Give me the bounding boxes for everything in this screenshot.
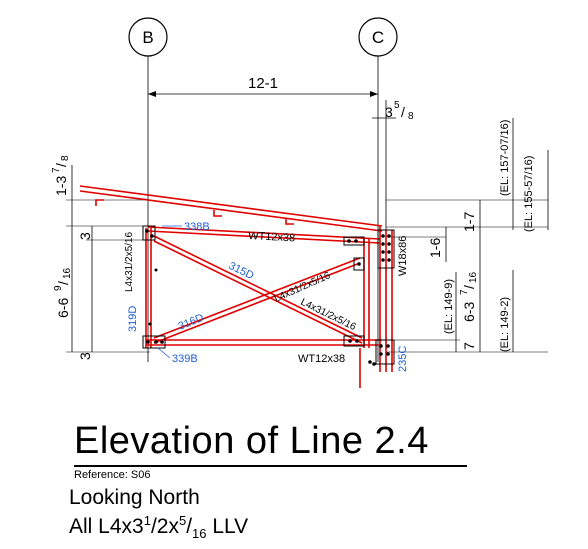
span-arrow-right [370, 91, 378, 97]
member-wt-top: WT12x38 [248, 230, 296, 244]
mark-319d: 319D [127, 306, 139, 332]
brace-2a [153, 257, 361, 339]
mark-235c: 235C [397, 346, 409, 372]
caption-all-prefix: All L4x3 [69, 515, 144, 538]
member-wt-bottom: WT12x38 [298, 353, 345, 365]
caption-all-mid: /2x [150, 515, 179, 538]
mark-339b: 339B [172, 353, 198, 365]
caption-all-suffix: LLV [206, 515, 249, 538]
left-small-dim: 3 [77, 232, 93, 240]
left-total-dim-slash: / [55, 281, 71, 285]
offset-dim-slash: / [401, 104, 405, 120]
top-bracket-1 [95, 199, 104, 206]
left-top-dim-whole: 1-3 [53, 176, 69, 196]
caption-reference: Reference: S06 [74, 469, 151, 481]
member-l-left: L4x31/2x5/16 [124, 232, 135, 292]
right-dim-4: 7 [461, 342, 477, 350]
offset-dim-whole: 3 [385, 104, 393, 120]
caption-title: Elevation of Line 2.4 [74, 420, 429, 462]
right-dim-3-den: 16 [468, 271, 479, 283]
top-sloped-beam-lower [79, 190, 383, 232]
right-dim-3-whole: 6-3 [461, 302, 477, 322]
elevation-label-1: (EL: 157-07/16) [499, 120, 511, 196]
left-bottom-dim: 3 [77, 352, 93, 360]
conn-br [343, 335, 365, 347]
left-top-dim-num: 7 [51, 167, 62, 173]
left-total-dim-num: 9 [53, 285, 64, 291]
brace-2b [153, 262, 361, 344]
brace-1a [153, 235, 363, 339]
top-chord [147, 226, 381, 240]
left-total-dim-den: 16 [62, 267, 73, 279]
left-total-dim-whole: 6-6 [55, 298, 71, 318]
right-dim-1: 1-7 [461, 212, 477, 232]
elevation-label-4: (EL: 149-2) [499, 297, 511, 352]
conn-bl [142, 335, 166, 349]
connections [142, 225, 395, 366]
top-sloped-beam-upper [79, 185, 383, 227]
mark-316d: 316D [177, 312, 206, 333]
right-dim-3-num: 7 [459, 289, 470, 295]
left-top-dim-den: 8 [60, 155, 71, 161]
conn-tl [142, 225, 156, 241]
caption-all-sub: 16 [192, 526, 207, 542]
top-bracket-2 [213, 210, 222, 217]
member-w18: W18x86 [397, 236, 409, 276]
span-arrow-left [148, 91, 156, 97]
conn-col-top [377, 229, 395, 269]
caption-all-sup2: 5 [178, 513, 187, 528]
leader-339b [157, 347, 171, 359]
conn-col-bot [375, 339, 395, 365]
grid-label-c: C [372, 28, 384, 47]
span-dim-text: 12-1 [248, 75, 278, 92]
right-dim-2: 1-6 [427, 238, 443, 258]
left-top-dim-slash: / [53, 163, 69, 167]
top-bracket-3 [285, 218, 294, 225]
brace-1b [153, 240, 363, 344]
conn-tr [343, 236, 365, 246]
steel-framing [79, 185, 393, 388]
top-chord-b [147, 230, 381, 244]
caption-looking: Looking North [69, 486, 200, 509]
offset-dim-den: 8 [408, 111, 414, 122]
caption-all-sup1: 1 [143, 513, 151, 528]
elevation-label-2: (EL: 155-57/16) [523, 156, 535, 232]
elevation-drawing: B C 12-1 3 5 / 8 1-3 7 / 8 3 6-6 9 / 16 … [51, 17, 549, 388]
caption-all-members: All L4x31/2x5/16 LLV [69, 513, 248, 541]
conn-r-mid [353, 257, 365, 271]
grid-label-b: B [142, 28, 153, 47]
mark-338b: 338B [184, 221, 210, 233]
right-dim-3-slash: / [461, 285, 477, 289]
elevation-label-3: (EL: 149-9) [443, 279, 455, 334]
caption-all-slash: / [186, 515, 193, 538]
caption-title-underline [74, 465, 467, 467]
member-l-diag-2: L4x31/2x5/16 [299, 297, 358, 333]
offset-dim-num: 5 [394, 100, 400, 111]
